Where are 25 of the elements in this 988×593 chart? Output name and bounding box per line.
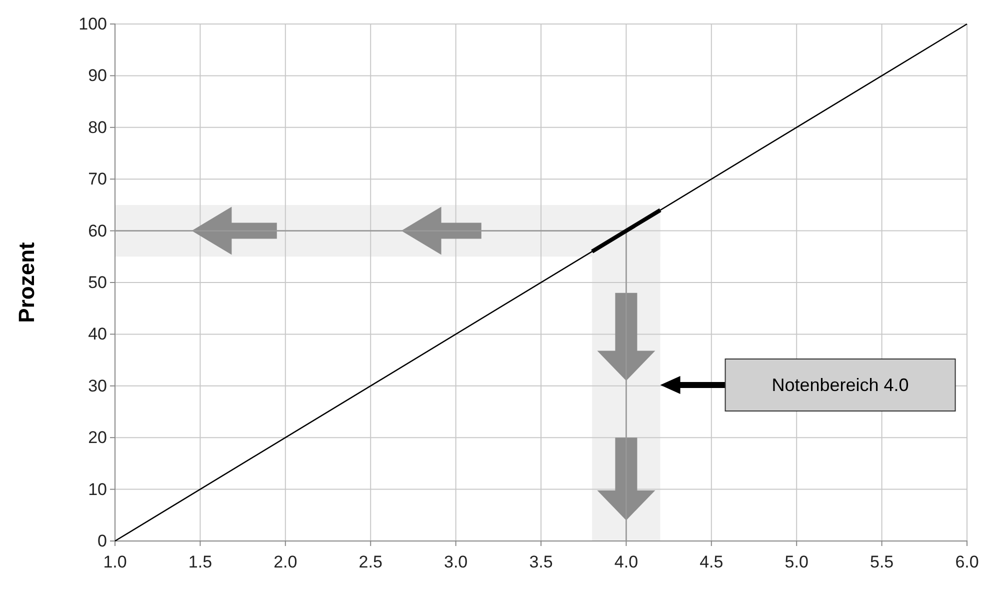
x-tick-label: 5.0 <box>784 552 808 572</box>
y-tick-label: 10 <box>88 480 107 499</box>
x-tick-label: 4.0 <box>614 552 638 572</box>
y-tick-label: 70 <box>88 170 107 189</box>
y-tick-label: 40 <box>88 324 107 344</box>
x-tick-label: 1.5 <box>188 552 212 572</box>
y-tick-label: 30 <box>88 376 107 396</box>
y-tick-label: 100 <box>78 14 107 34</box>
x-tick-label: 4.5 <box>700 552 724 572</box>
y-tick-label: 90 <box>88 66 107 86</box>
y-axis-title: Prozent <box>14 241 39 323</box>
annotation: Notenbereich 4.0 <box>772 375 909 395</box>
y-tick-label: 20 <box>88 428 107 448</box>
y-tick-label: 0 <box>98 531 107 550</box>
y-tick-label: 80 <box>88 118 107 137</box>
callout: Notenbereich 4.0 <box>660 358 956 412</box>
x-tick-label: 5.5 <box>870 552 894 572</box>
x-tick-label: 6.0 <box>955 552 979 572</box>
x-tick-label: 2.5 <box>358 552 382 572</box>
x-tick-label: 2.0 <box>274 552 298 572</box>
x-tick-label: 1.0 <box>103 552 127 572</box>
y-tick-label: 50 <box>88 272 107 292</box>
x-tick-label: 3.5 <box>529 552 553 572</box>
y-tick-label: 60 <box>88 221 107 240</box>
x-tick-label: 3.0 <box>444 552 468 572</box>
